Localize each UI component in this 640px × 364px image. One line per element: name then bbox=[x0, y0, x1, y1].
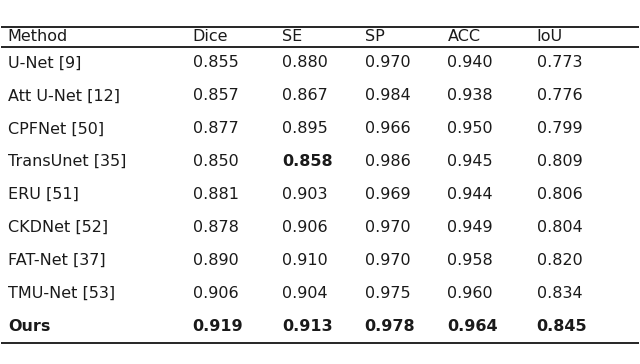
Text: CKDNet [52]: CKDNet [52] bbox=[8, 220, 108, 235]
Text: 0.858: 0.858 bbox=[282, 154, 332, 169]
Text: 0.895: 0.895 bbox=[282, 121, 328, 136]
Text: 0.970: 0.970 bbox=[365, 253, 410, 268]
Text: 0.906: 0.906 bbox=[282, 220, 328, 235]
Text: 0.877: 0.877 bbox=[193, 121, 238, 136]
Text: 0.880: 0.880 bbox=[282, 55, 328, 71]
Text: Method: Method bbox=[8, 29, 68, 44]
Text: 0.970: 0.970 bbox=[365, 55, 410, 71]
Text: 0.940: 0.940 bbox=[447, 55, 493, 71]
Text: 0.964: 0.964 bbox=[447, 319, 498, 334]
Text: 0.975: 0.975 bbox=[365, 286, 410, 301]
Text: 0.906: 0.906 bbox=[193, 286, 238, 301]
Text: 0.881: 0.881 bbox=[193, 187, 239, 202]
Text: 0.919: 0.919 bbox=[193, 319, 243, 334]
Text: 0.903: 0.903 bbox=[282, 187, 327, 202]
Text: 0.986: 0.986 bbox=[365, 154, 410, 169]
Text: 0.966: 0.966 bbox=[365, 121, 410, 136]
Text: 0.910: 0.910 bbox=[282, 253, 328, 268]
Text: 0.867: 0.867 bbox=[282, 88, 328, 103]
Text: 0.850: 0.850 bbox=[193, 154, 238, 169]
Text: 0.820: 0.820 bbox=[537, 253, 582, 268]
Text: ERU [51]: ERU [51] bbox=[8, 187, 79, 202]
Text: 0.944: 0.944 bbox=[447, 187, 493, 202]
Text: 0.773: 0.773 bbox=[537, 55, 582, 71]
Text: FAT-Net [37]: FAT-Net [37] bbox=[8, 253, 106, 268]
Text: ACC: ACC bbox=[447, 29, 481, 44]
Text: 0.969: 0.969 bbox=[365, 187, 410, 202]
Text: 0.938: 0.938 bbox=[447, 88, 493, 103]
Text: Ours: Ours bbox=[8, 319, 50, 334]
Text: SP: SP bbox=[365, 29, 385, 44]
Text: 0.878: 0.878 bbox=[193, 220, 239, 235]
Text: CPFNet [50]: CPFNet [50] bbox=[8, 121, 104, 136]
Text: 0.890: 0.890 bbox=[193, 253, 238, 268]
Text: 0.809: 0.809 bbox=[537, 154, 582, 169]
Text: 0.984: 0.984 bbox=[365, 88, 410, 103]
Text: 0.978: 0.978 bbox=[365, 319, 415, 334]
Text: 0.960: 0.960 bbox=[447, 286, 493, 301]
Text: Dice: Dice bbox=[193, 29, 228, 44]
Text: 0.834: 0.834 bbox=[537, 286, 582, 301]
Text: 0.958: 0.958 bbox=[447, 253, 493, 268]
Text: 0.945: 0.945 bbox=[447, 154, 493, 169]
Text: 0.949: 0.949 bbox=[447, 220, 493, 235]
Text: 0.799: 0.799 bbox=[537, 121, 582, 136]
Text: 0.806: 0.806 bbox=[537, 187, 582, 202]
Text: 0.857: 0.857 bbox=[193, 88, 238, 103]
Text: TMU-Net [53]: TMU-Net [53] bbox=[8, 286, 115, 301]
Text: U-Net [9]: U-Net [9] bbox=[8, 55, 81, 71]
Text: 0.804: 0.804 bbox=[537, 220, 582, 235]
Text: TransUnet [35]: TransUnet [35] bbox=[8, 154, 126, 169]
Text: 0.845: 0.845 bbox=[537, 319, 588, 334]
Text: 0.913: 0.913 bbox=[282, 319, 332, 334]
Text: 0.855: 0.855 bbox=[193, 55, 238, 71]
Text: Att U-Net [12]: Att U-Net [12] bbox=[8, 88, 120, 103]
Text: 0.970: 0.970 bbox=[365, 220, 410, 235]
Text: 0.776: 0.776 bbox=[537, 88, 582, 103]
Text: SE: SE bbox=[282, 29, 302, 44]
Text: IoU: IoU bbox=[537, 29, 563, 44]
Text: 0.950: 0.950 bbox=[447, 121, 493, 136]
Text: 0.904: 0.904 bbox=[282, 286, 328, 301]
